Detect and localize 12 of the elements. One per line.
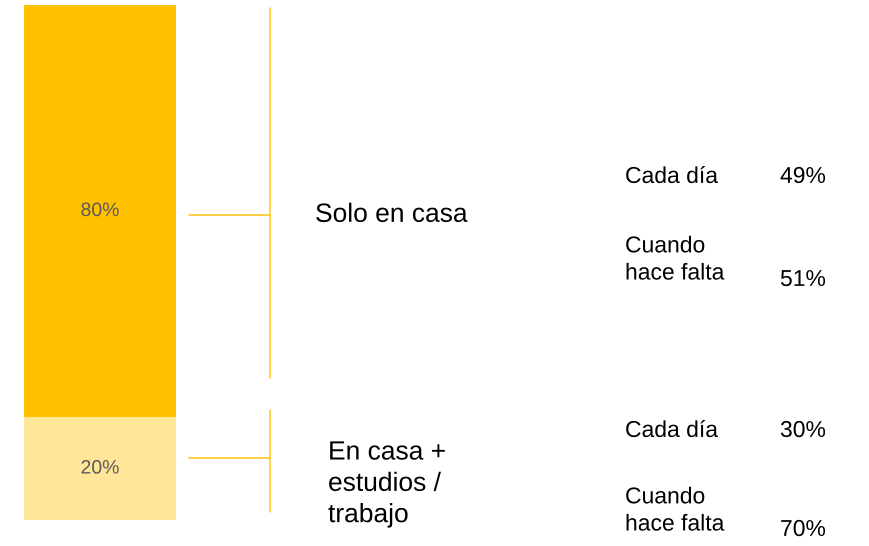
text: Cuando hace falta [626,486,724,531]
text: Cuando hace falta [626,236,724,280]
data-label: 80% [81,202,119,216]
text: 49% [780,166,826,184]
text: 30% [780,420,826,438]
text: Solo en casa [316,202,468,222]
text: Cada día [626,420,718,438]
text: 51% [780,270,826,286]
text: Cada día [626,166,718,184]
text: En casa + estudios / trabajo [328,441,445,528]
data-label: 20% [82,460,119,474]
text: 70% [781,520,826,536]
